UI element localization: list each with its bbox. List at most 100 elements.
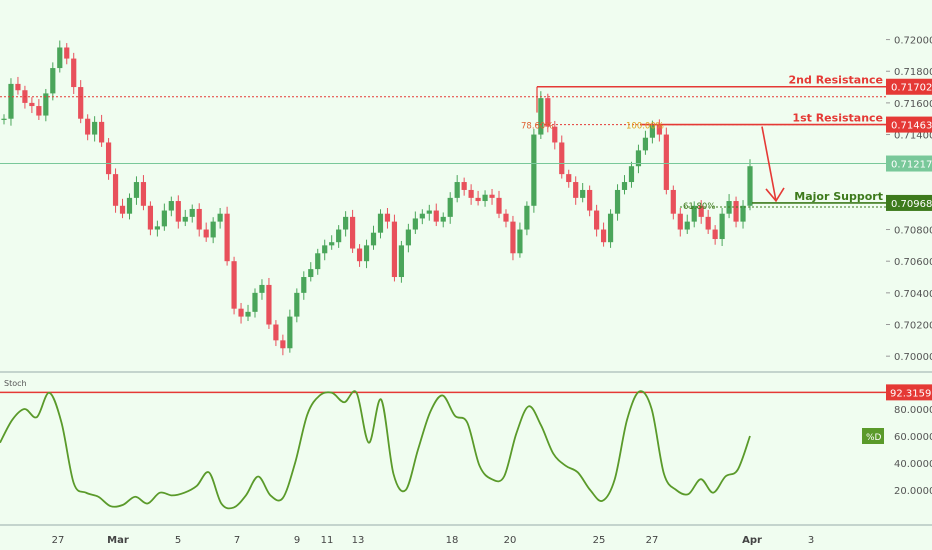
candle-body bbox=[663, 134, 669, 190]
candle-body bbox=[398, 245, 405, 278]
x-tick-label: 27 bbox=[646, 535, 659, 546]
candle-body bbox=[656, 125, 662, 135]
candle-body bbox=[503, 213, 509, 222]
stoch-label: Stoch bbox=[4, 379, 27, 388]
candle-body bbox=[405, 229, 411, 246]
candle-body bbox=[259, 284, 265, 293]
x-tick-label: 5 bbox=[175, 535, 181, 546]
y-tick-label: 0.70400 bbox=[894, 289, 932, 300]
candle-body bbox=[231, 261, 237, 309]
stoch-series-tag: %D bbox=[866, 433, 882, 443]
candle-body bbox=[447, 197, 453, 217]
y-tick-label: 0.72000 bbox=[894, 36, 932, 47]
candle-body bbox=[559, 142, 565, 175]
x-tick-label: 27 bbox=[52, 535, 65, 546]
candle-body bbox=[175, 201, 181, 222]
candle-body bbox=[412, 218, 418, 230]
candle-body bbox=[266, 284, 272, 325]
candle-body bbox=[245, 311, 251, 317]
candle-body bbox=[238, 308, 244, 317]
candle-body bbox=[43, 93, 49, 116]
stoch-y-tick-label: 80.0000 bbox=[894, 405, 932, 416]
price-tag-2nd-resistance: 0.71702 bbox=[891, 83, 932, 94]
y-tick-label: 0.70600 bbox=[894, 257, 932, 268]
candle-body bbox=[301, 277, 307, 293]
candle-body bbox=[489, 194, 495, 198]
candle-body bbox=[670, 189, 676, 214]
x-tick-label: 11 bbox=[321, 535, 334, 546]
level-name-1st-resistance: 1st Resistance bbox=[792, 112, 883, 125]
projection-arrow-head bbox=[765, 187, 785, 203]
x-tick-label: 18 bbox=[446, 535, 459, 546]
price-panel-bg bbox=[0, 0, 886, 372]
candle-body bbox=[691, 205, 697, 222]
candle-body bbox=[363, 245, 370, 262]
candle-body bbox=[475, 197, 481, 202]
y-tick-label: 0.71800 bbox=[894, 67, 932, 78]
level-name-2nd-resistance: 2nd Resistance bbox=[789, 74, 883, 87]
candle-body bbox=[733, 201, 739, 222]
candle-body bbox=[349, 216, 356, 249]
price-tag-1st-resistance: 0.71463 bbox=[891, 121, 932, 132]
candle-body bbox=[224, 213, 230, 262]
candle-body bbox=[168, 201, 174, 211]
candle-body bbox=[50, 68, 56, 94]
fib-label: 61.80% bbox=[683, 202, 715, 212]
candle-body bbox=[580, 189, 586, 198]
candle-body bbox=[719, 213, 725, 240]
candle-body bbox=[747, 166, 753, 206]
candle-body bbox=[36, 106, 42, 116]
candle-body bbox=[182, 216, 188, 222]
candle-body bbox=[698, 205, 704, 217]
candle-body bbox=[105, 142, 112, 175]
price-tag-2nd-resistance-bg bbox=[886, 78, 932, 95]
stoch-y-tick-label: 20.0000 bbox=[894, 486, 932, 497]
price-tag-current-bg bbox=[886, 155, 932, 172]
candle-body bbox=[210, 221, 216, 238]
candle-body bbox=[92, 121, 98, 135]
candle-body bbox=[587, 189, 593, 211]
x-tick-label: 9 bbox=[294, 535, 300, 546]
candle-body bbox=[71, 58, 77, 88]
candle-body bbox=[573, 182, 579, 198]
stoch-y-tick-label: 60.0000 bbox=[894, 432, 932, 443]
y-tick-label: 0.70200 bbox=[894, 321, 932, 332]
candle-body bbox=[614, 189, 621, 214]
candle-body bbox=[133, 182, 140, 198]
candle-body bbox=[566, 174, 572, 183]
y-tick-label: 0.71400 bbox=[894, 131, 932, 142]
price-tag-major-support: 0.70968 bbox=[891, 199, 932, 210]
x-tick-label: 7 bbox=[234, 535, 240, 546]
candle-body bbox=[343, 216, 349, 230]
candle-body bbox=[370, 232, 377, 246]
candle-body bbox=[252, 292, 258, 312]
fib-label: 100.00% bbox=[626, 122, 664, 132]
candle-body bbox=[684, 221, 690, 230]
candle-body bbox=[64, 47, 70, 59]
candle-body bbox=[391, 221, 398, 278]
candle-body bbox=[287, 316, 293, 349]
candle-body bbox=[203, 229, 209, 238]
candle-body bbox=[468, 189, 474, 198]
candle-body bbox=[517, 229, 523, 254]
candle-body bbox=[119, 205, 126, 214]
y-tick-label: 0.70000 bbox=[894, 352, 932, 363]
candle-body bbox=[147, 205, 154, 230]
candle-body bbox=[524, 205, 530, 230]
candle-body bbox=[705, 216, 711, 230]
candle-body bbox=[329, 242, 335, 246]
candle-body bbox=[461, 182, 467, 190]
candle-body bbox=[712, 229, 718, 240]
candle-body bbox=[154, 226, 160, 230]
candle-body bbox=[85, 118, 91, 135]
candle-body bbox=[496, 197, 502, 214]
candle-body bbox=[419, 213, 425, 219]
candle-body bbox=[161, 210, 167, 227]
x-tick-label: Apr bbox=[742, 535, 762, 546]
candle-body bbox=[440, 216, 446, 222]
price-tag-current: 0.71217 bbox=[891, 160, 932, 171]
candle-body bbox=[140, 182, 147, 206]
stoch-d-line bbox=[0, 390, 751, 510]
